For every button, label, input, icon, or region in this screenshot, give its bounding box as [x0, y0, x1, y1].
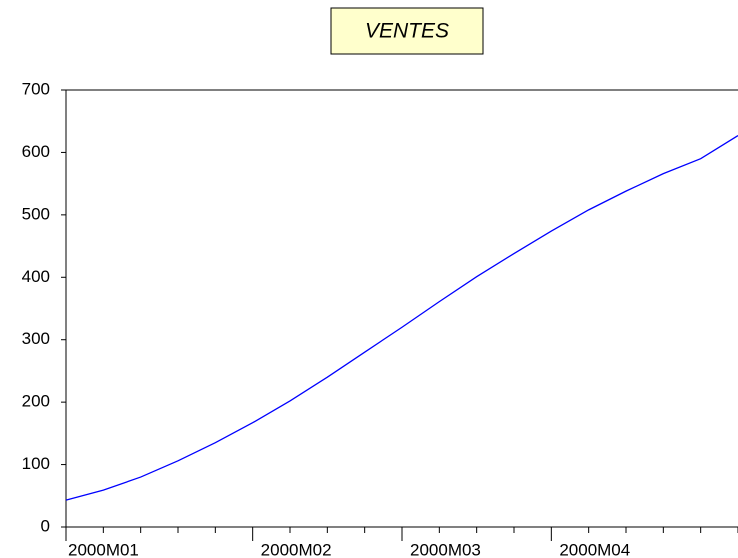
- y-tick-label: 300: [22, 329, 50, 348]
- y-tick-label: 100: [22, 454, 50, 473]
- y-tick-label: 600: [22, 142, 50, 161]
- chart-title: VENTES: [365, 20, 449, 43]
- x-tick-label: 2000M01: [68, 540, 139, 558]
- x-tick-label: 2000M02: [261, 540, 332, 558]
- series-line: [65, 135, 738, 501]
- y-tick-label: 700: [22, 79, 50, 98]
- y-tick-label: 500: [22, 204, 50, 223]
- y-tick-label: 200: [22, 392, 50, 411]
- x-tick-label: 2000M04: [559, 540, 630, 558]
- title-box: [330, 7, 484, 55]
- y-tick-label: 0: [41, 516, 50, 535]
- x-tick-label: 2000M03: [410, 540, 481, 558]
- y-tick-label: 400: [22, 267, 50, 286]
